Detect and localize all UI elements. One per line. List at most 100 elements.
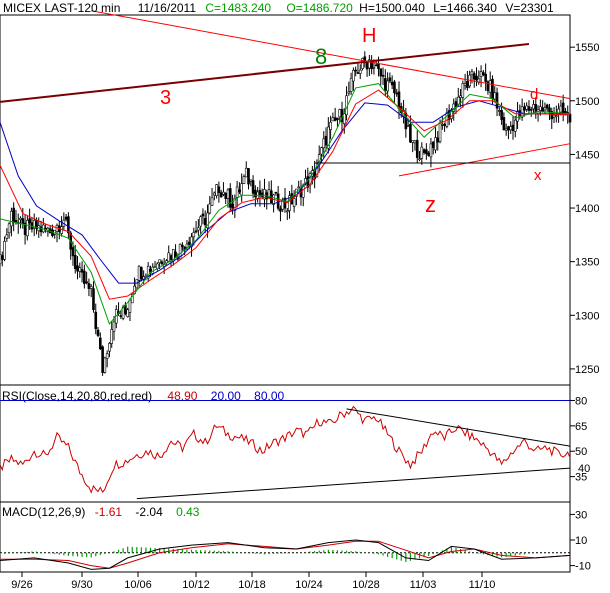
candle-up xyxy=(386,80,389,92)
candle-down xyxy=(381,74,385,77)
candle-down xyxy=(475,75,478,81)
price-axis: 1250 1300 1350 1400 1450 1500 1550 xyxy=(570,42,599,376)
x-tick-label: 10/18 xyxy=(238,579,266,591)
macd-panel-frame xyxy=(0,501,571,573)
candle-up xyxy=(470,71,474,75)
candle-up xyxy=(539,106,542,111)
high-label: H=1500.040 xyxy=(359,1,425,15)
price-tick-label: 1250 xyxy=(575,364,599,376)
wave8-annotation: 8 xyxy=(315,44,327,69)
price-trendlines xyxy=(0,10,571,177)
candle-down xyxy=(231,204,234,209)
candle-down xyxy=(283,197,287,209)
candle-up xyxy=(126,309,129,317)
trendline-rsi-resistance xyxy=(346,408,571,447)
candle-up xyxy=(178,243,182,260)
candle-up xyxy=(441,124,444,126)
candle-up xyxy=(89,286,93,289)
macd-axis: -10 10 30 xyxy=(570,509,591,573)
candle-up xyxy=(488,80,492,93)
candle-down xyxy=(534,104,538,112)
rsi-tick-label: 65 xyxy=(575,421,587,433)
candle-up xyxy=(233,197,237,211)
macd-lines xyxy=(0,539,571,570)
candle-up xyxy=(322,138,326,149)
macd-value: -1.61 xyxy=(95,505,123,519)
x-tick-label: 10/12 xyxy=(182,579,210,591)
candle-up xyxy=(520,106,524,118)
candle-down xyxy=(39,226,43,233)
rsi-tick-label: 35 xyxy=(575,472,587,484)
candle-down xyxy=(101,346,104,373)
rsi-lower: 20.00 xyxy=(211,389,241,403)
candle-down xyxy=(21,218,25,225)
candle-down xyxy=(149,268,152,272)
candle-up xyxy=(103,357,107,373)
candle-down xyxy=(217,186,221,193)
candle-down xyxy=(228,188,232,208)
candle-up xyxy=(285,210,289,213)
candle-down xyxy=(73,255,77,269)
candle-down xyxy=(370,62,373,70)
trendline-resistance xyxy=(91,10,571,100)
candle-down xyxy=(415,139,419,158)
candle-down xyxy=(527,106,531,111)
candle-up xyxy=(463,83,467,86)
candle-up xyxy=(235,186,239,198)
candle-up xyxy=(347,91,351,94)
candle-up xyxy=(352,69,355,82)
close-label: C=1483.240 xyxy=(205,1,271,15)
candle-up xyxy=(112,321,116,332)
candle-up xyxy=(434,137,437,151)
low-label: L=1466.340 xyxy=(433,1,497,15)
macd-tick-label: 10 xyxy=(575,535,587,547)
candle-down xyxy=(529,109,533,111)
candle-down xyxy=(203,218,207,226)
candle-up xyxy=(137,265,141,281)
rsi-tick-label: 50 xyxy=(575,446,587,458)
candle-down xyxy=(324,135,328,146)
candle-down xyxy=(390,81,394,86)
candle-up xyxy=(358,69,362,74)
symbol-label: MICEX LAST-120 min xyxy=(3,1,120,15)
price-tick-label: 1550 xyxy=(575,42,599,54)
candle-down xyxy=(224,192,228,199)
candle-up xyxy=(19,217,22,220)
macd-tick-label: 30 xyxy=(575,509,587,521)
candle-up xyxy=(361,58,364,69)
candle-down xyxy=(422,149,426,154)
candle-down xyxy=(219,192,223,198)
candle-down xyxy=(507,126,510,131)
candle-down xyxy=(427,152,430,156)
x-tick-label: 10/24 xyxy=(295,579,323,591)
candle-down xyxy=(541,107,544,112)
candle-up xyxy=(244,167,248,178)
candle-up xyxy=(459,95,462,98)
candle-up xyxy=(420,146,424,159)
trendline-support xyxy=(398,143,571,177)
price-header: MICEX LAST-120 min 11/16/2011 C=1483.240… xyxy=(3,1,554,15)
candle-down xyxy=(238,189,241,193)
moving-averages xyxy=(0,83,571,325)
rsi-header: RSI(Close,14,20,80,red,red) 48.90 20.00 … xyxy=(2,389,285,403)
candle-up xyxy=(320,147,323,155)
x-tick-label: 10/06 xyxy=(124,579,152,591)
candle-down xyxy=(568,113,572,123)
candle-down xyxy=(500,110,503,120)
candle-up xyxy=(372,66,376,69)
candle-down xyxy=(85,281,88,284)
candle-down xyxy=(181,244,184,248)
candle-down xyxy=(409,124,412,143)
date-label: 11/16/2011 xyxy=(138,1,197,15)
candle-up xyxy=(26,219,29,237)
candle-down xyxy=(443,123,446,126)
candle-up xyxy=(559,105,563,113)
candle-down xyxy=(393,81,396,94)
candle-up xyxy=(498,110,501,112)
candle-up xyxy=(349,78,353,92)
candle-up xyxy=(185,243,189,248)
trendline-channel-upper xyxy=(0,42,530,103)
price-tick-label: 1350 xyxy=(575,257,599,269)
candle-down xyxy=(333,117,337,121)
candle-down xyxy=(76,265,79,272)
